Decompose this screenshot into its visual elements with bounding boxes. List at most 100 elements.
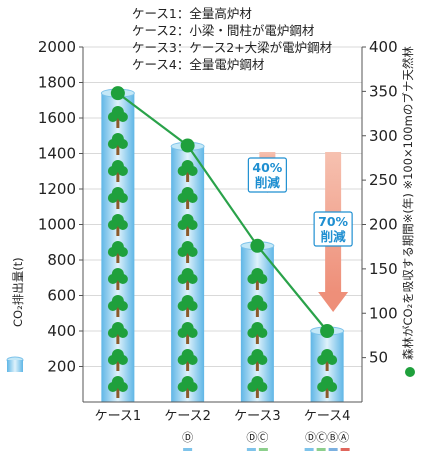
tree-trunk-icon (186, 226, 190, 236)
tree-trunk-icon (116, 199, 120, 209)
tree-icon (107, 382, 118, 392)
axis-legends: CO₂排出量(t) 森林がCO₂を吸収する期間※(年) ※100×100mのブナ天… (6, 46, 415, 377)
tree-icon (117, 193, 128, 203)
line-series-group (110, 86, 335, 338)
tree-icon (107, 328, 118, 338)
left-tick-label: 2000 (38, 38, 76, 56)
tree-legend-icon (405, 367, 415, 377)
tree-icon (257, 355, 268, 365)
tree-icon (187, 247, 198, 257)
tree-icon (187, 220, 198, 230)
tree-icon (187, 193, 198, 203)
tree-icon (117, 220, 128, 230)
tree-trunk-icon (255, 388, 259, 398)
tree-trunk-icon (116, 280, 120, 290)
tree-icon (117, 247, 128, 257)
marker-swatch (304, 448, 314, 451)
tree-icon (107, 355, 118, 365)
category-label: ケース4 (304, 409, 351, 424)
tree-icon (117, 274, 128, 284)
tree-trunk-icon (186, 307, 190, 317)
tree-trunk-icon (116, 226, 120, 236)
category-label: ケース1 (95, 409, 142, 424)
category-marker: ⒹⒸ (246, 431, 268, 444)
line-point-tree-icon (110, 86, 125, 101)
tree-icon (107, 139, 118, 149)
line-point-tree-icon (180, 138, 195, 153)
tree-trunk-icon (116, 388, 120, 398)
tree-icon (107, 193, 118, 203)
left-tick-label: 1200 (38, 180, 76, 198)
tree-icon (257, 301, 268, 311)
axes-group: 200 400 600 800 1000 1200 1400 1600 1800 2000 50 10… (38, 38, 398, 451)
tree-icon (177, 166, 188, 176)
tree-icon (247, 301, 258, 311)
reduction-word: 削減 (321, 229, 347, 244)
right-tick-label: 200 (369, 216, 398, 234)
tree-trunk-icon (116, 118, 120, 128)
left-tick-label: 1400 (38, 145, 76, 163)
tree-trunk-icon (325, 361, 329, 371)
left-tick-label: 400 (47, 322, 76, 340)
case-note: ケース1：全量高炉材 (132, 6, 252, 21)
left-tick-label: 200 (47, 358, 76, 376)
right-tick-label: 150 (369, 260, 398, 278)
marker-swatch (246, 448, 256, 451)
tree-icon (257, 274, 268, 284)
reduction-word: 削減 (255, 175, 281, 190)
tree-trunk-icon (255, 307, 259, 317)
reduction-arrow: 40%削減 (247, 152, 287, 193)
category-label: ケース2 (164, 409, 211, 424)
left-tick-label: 1600 (38, 109, 76, 127)
case-note: ケース4：全量電炉鋼材 (132, 57, 264, 72)
tree-icon (177, 274, 188, 284)
right-tick-label: 350 (369, 82, 398, 100)
tree-icon (247, 382, 258, 392)
right-tick-label: 100 (369, 304, 398, 322)
bars-group (100, 88, 345, 403)
right-tick-label: 250 (369, 171, 398, 189)
tree-trunk-icon (116, 145, 120, 155)
tree-icon (107, 220, 118, 230)
tree-icon (187, 328, 198, 338)
line-point-tree-icon (250, 238, 265, 253)
tree-icon (327, 355, 338, 365)
tree-icon (117, 166, 128, 176)
tree-icon (177, 193, 188, 203)
left-tick-label: 1800 (38, 74, 76, 92)
tree-icon (327, 382, 338, 392)
right-tick-label: 50 (369, 349, 388, 367)
tree-trunk-icon (186, 199, 190, 209)
tree-icon (177, 301, 188, 311)
tree-trunk-icon (186, 253, 190, 263)
tree-trunk-icon (116, 253, 120, 263)
tree-trunk-icon (186, 388, 190, 398)
tree-icon (107, 274, 118, 284)
tree-icon (117, 382, 128, 392)
left-tick-label: 800 (47, 251, 76, 269)
tree-icon (107, 301, 118, 311)
tree-icon (177, 220, 188, 230)
tree-trunk-icon (186, 172, 190, 182)
right-axis-label: 森林がCO₂を吸収する期間※(年) ※100×100mのブナ天然林 (401, 46, 415, 360)
tree-icon (177, 247, 188, 257)
tree-trunk-icon (116, 334, 120, 344)
tree-icon (107, 166, 118, 176)
marker-swatch (316, 448, 326, 451)
case-notes: ケース1：全量高炉材ケース2：小梁・間柱が電炉鋼材ケース3：ケース2+大梁が電炉… (132, 6, 332, 72)
tree-icon (187, 355, 198, 365)
tree-trunk-icon (186, 280, 190, 290)
tree-icon (177, 382, 188, 392)
arrow-head (318, 292, 349, 312)
tree-icon (257, 328, 268, 338)
tree-icon (117, 301, 128, 311)
tree-icon (107, 247, 118, 257)
line-series (117, 92, 328, 332)
left-tick-label: 600 (47, 287, 76, 305)
reduction-percent: 40% (252, 160, 282, 175)
tree-icon (177, 328, 188, 338)
tree-trunk-icon (255, 280, 259, 290)
reduction-arrow: 70%削減 (313, 152, 353, 312)
